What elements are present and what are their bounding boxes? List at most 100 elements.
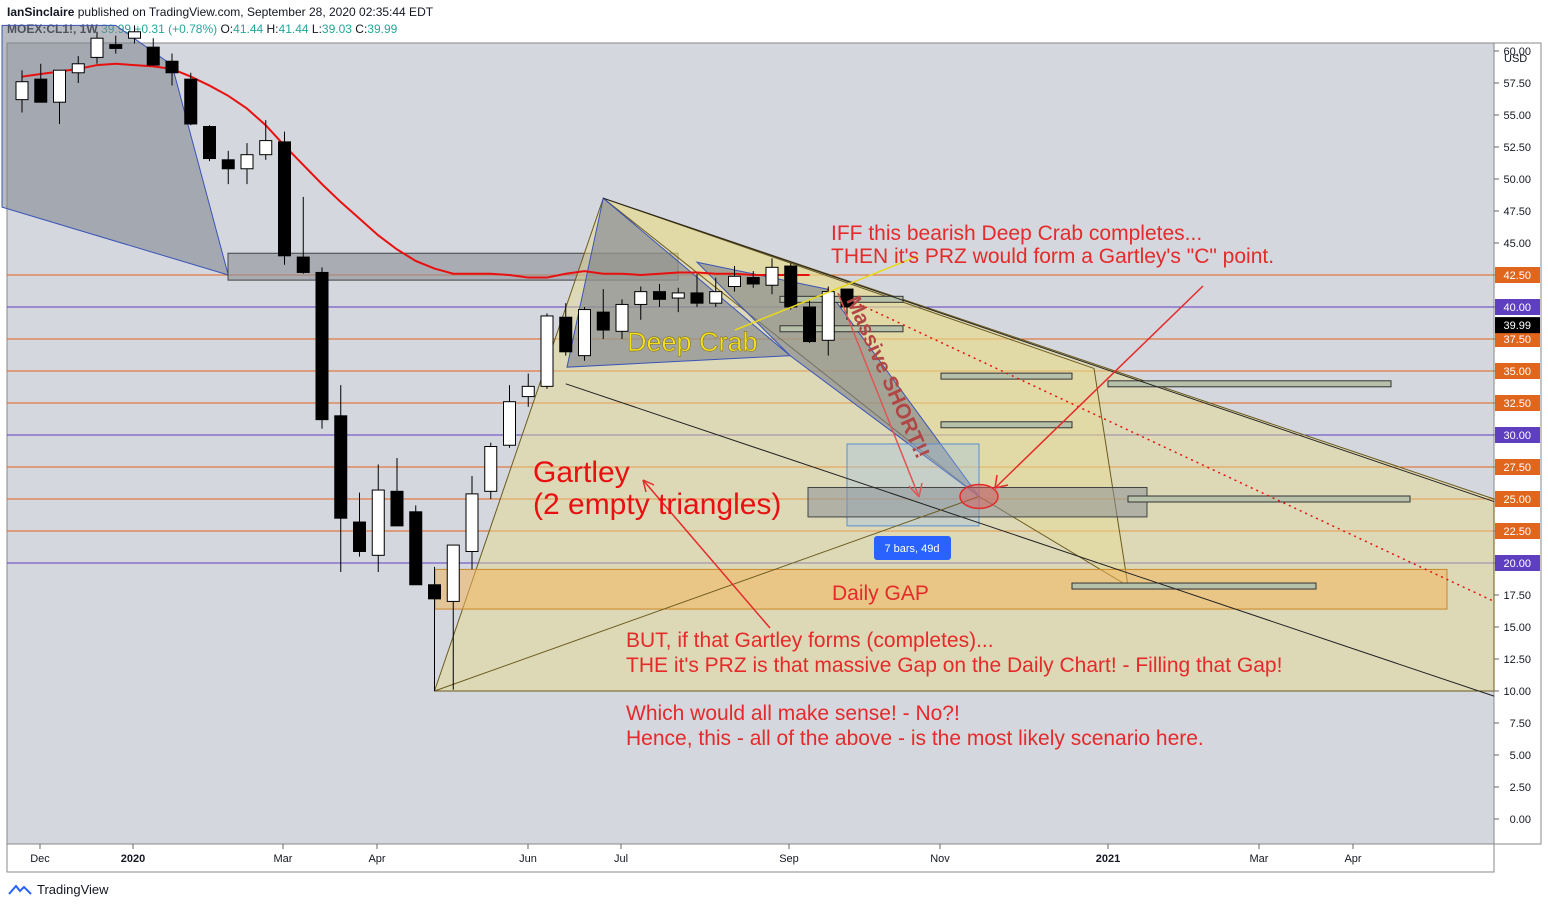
candle-body xyxy=(315,271,329,421)
price-level-badge[interactable] xyxy=(1495,459,1540,475)
candle-body xyxy=(146,46,160,66)
yellow-pointer-line[interactable] xyxy=(734,255,919,331)
candle[interactable] xyxy=(559,303,573,356)
plot-area[interactable] xyxy=(6,42,1495,845)
candle[interactable] xyxy=(109,35,123,54)
candle[interactable] xyxy=(503,385,516,448)
level-box[interactable] xyxy=(779,325,904,333)
candle[interactable] xyxy=(90,31,104,64)
candle[interactable] xyxy=(465,475,479,570)
prz-zone[interactable] xyxy=(807,486,1148,518)
candle[interactable] xyxy=(184,72,198,126)
candle[interactable] xyxy=(203,125,216,162)
price-change: +0.31 (+0.78%) xyxy=(134,22,218,36)
price-level-badge[interactable] xyxy=(1495,363,1540,379)
price-level-badge[interactable] xyxy=(1495,267,1540,283)
candle[interactable] xyxy=(521,373,535,407)
candle[interactable] xyxy=(259,120,273,160)
candle[interactable] xyxy=(484,442,498,499)
y-tick-label: 57.50 xyxy=(1503,78,1531,90)
measure-badge[interactable] xyxy=(874,536,951,560)
candle[interactable] xyxy=(634,286,648,320)
candle[interactable] xyxy=(71,56,85,83)
annotation-hence: Hence, this - all of the above - is the … xyxy=(626,727,1204,750)
candle[interactable] xyxy=(353,492,366,557)
candle[interactable] xyxy=(784,263,798,310)
candle[interactable] xyxy=(578,307,591,361)
tradingview-brand[interactable]: TradingView xyxy=(7,882,109,897)
candle-body xyxy=(690,292,704,304)
candle[interactable] xyxy=(278,131,291,265)
candle[interactable] xyxy=(746,271,760,288)
candle-body xyxy=(240,154,254,170)
candle[interactable] xyxy=(653,283,666,307)
y-tick-label: 2.50 xyxy=(1510,782,1531,794)
candle-body xyxy=(709,291,723,304)
price-level-badge[interactable] xyxy=(1495,299,1540,315)
candle-body xyxy=(803,306,816,343)
projection-dotted-line[interactable] xyxy=(826,288,1495,603)
candle[interactable] xyxy=(296,196,310,274)
ema-line[interactable] xyxy=(21,62,810,279)
pointer-arrow-line[interactable] xyxy=(994,285,1204,489)
annotation-the-prz: THE it's PRZ is that massive Gap on the … xyxy=(626,654,1282,677)
short-arrow-line[interactable] xyxy=(837,292,920,498)
candle[interactable] xyxy=(728,266,741,292)
candle[interactable] xyxy=(446,544,460,690)
pointer-arrow-line[interactable] xyxy=(642,479,771,629)
price-axis[interactable] xyxy=(1493,42,1542,845)
candle-body xyxy=(90,37,104,58)
target-circle[interactable] xyxy=(959,483,999,510)
candle-body xyxy=(15,81,29,101)
candle[interactable] xyxy=(390,458,404,527)
trendline-upper[interactable] xyxy=(603,197,1495,503)
high-value: 41.44 xyxy=(278,22,309,36)
gartley-leg[interactable] xyxy=(434,495,980,692)
candle[interactable] xyxy=(409,505,423,586)
candle[interactable] xyxy=(221,150,235,185)
x-tick-label: Apr xyxy=(1344,853,1361,865)
x-tick-label: Jul xyxy=(614,853,628,865)
candle-body xyxy=(465,493,479,552)
price-level-badge[interactable] xyxy=(1495,491,1540,507)
arrowhead-icon xyxy=(908,482,923,498)
price-level-badge[interactable] xyxy=(1495,523,1540,539)
time-axis[interactable] xyxy=(6,843,1495,873)
last-price-badge[interactable] xyxy=(1495,317,1540,334)
candle-body xyxy=(596,311,610,331)
candle[interactable] xyxy=(146,38,160,66)
candle[interactable] xyxy=(53,69,66,124)
candle[interactable] xyxy=(765,258,779,295)
candle[interactable] xyxy=(165,53,179,86)
candle[interactable] xyxy=(428,566,441,691)
candle[interactable] xyxy=(334,385,348,572)
candle[interactable] xyxy=(690,273,704,307)
candle-body xyxy=(221,159,235,170)
level-box[interactable] xyxy=(940,372,1073,380)
candle[interactable] xyxy=(709,277,723,307)
candle[interactable] xyxy=(128,25,141,44)
price-level-badge[interactable] xyxy=(1495,331,1540,347)
candle[interactable] xyxy=(371,464,385,572)
level-box[interactable] xyxy=(1071,582,1317,590)
candle[interactable] xyxy=(671,287,685,313)
candle[interactable] xyxy=(596,289,610,339)
candle[interactable] xyxy=(615,299,629,339)
candle[interactable] xyxy=(821,286,835,356)
price-level-badge[interactable] xyxy=(1495,395,1540,411)
level-box[interactable] xyxy=(1107,380,1392,388)
price-level-badge[interactable] xyxy=(1495,427,1540,443)
level-box[interactable] xyxy=(1127,495,1411,503)
trendline-lower[interactable] xyxy=(565,383,1495,697)
measure-label: 7 bars, 49d xyxy=(884,543,939,555)
candle[interactable] xyxy=(34,63,48,103)
candle[interactable] xyxy=(240,143,254,185)
candle[interactable] xyxy=(15,70,29,113)
level-box[interactable] xyxy=(940,421,1073,429)
candle[interactable] xyxy=(803,300,816,343)
candle[interactable] xyxy=(315,267,329,429)
publisher-name[interactable]: IanSinclaire xyxy=(7,5,75,19)
price-level-badge[interactable] xyxy=(1495,555,1540,571)
candle[interactable] xyxy=(540,313,554,389)
